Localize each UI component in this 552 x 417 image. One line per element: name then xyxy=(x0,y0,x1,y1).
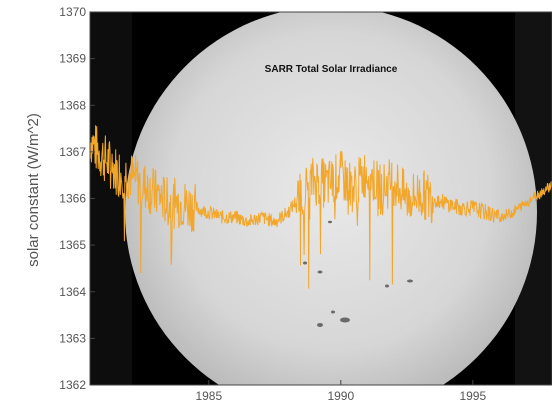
sun-disk xyxy=(125,12,537,385)
y-tick-label: 1369 xyxy=(59,52,86,66)
sunspot xyxy=(317,323,323,327)
y-tick-label: 1368 xyxy=(59,98,86,112)
sunspot xyxy=(331,310,335,314)
y-tick-label: 1363 xyxy=(59,331,86,345)
y-tick-label: 1362 xyxy=(59,378,86,392)
series-layer xyxy=(90,125,552,289)
y-tick-label: 1364 xyxy=(59,285,86,299)
background-image xyxy=(90,12,552,385)
y-tick-label: 1370 xyxy=(59,5,86,19)
y-tick-label: 1367 xyxy=(59,145,86,159)
sunspot xyxy=(340,317,350,323)
y-tick-label: 1365 xyxy=(59,238,86,252)
x-tick-label: 1995 xyxy=(459,389,486,403)
sunspot xyxy=(317,270,323,274)
x-axis: 1985 1990 1995 xyxy=(195,380,486,403)
x-tick-label: 1985 xyxy=(195,389,222,403)
sunspot xyxy=(328,220,332,224)
y-tick-label: 1366 xyxy=(59,192,86,206)
series-line xyxy=(90,125,552,289)
sunspot xyxy=(385,284,389,288)
y-axis: 1362 1363 1364 1365 1366 1367 1368 1369 1370 xyxy=(59,5,95,392)
y-axis-label: solar constant (W/m^2) xyxy=(25,113,42,267)
chart-title: SARR Total Solar Irradiance xyxy=(265,64,398,75)
sunspot-group xyxy=(303,220,413,327)
sunspot xyxy=(407,279,413,283)
x-tick-label: 1990 xyxy=(327,389,354,403)
sunspot xyxy=(303,261,307,265)
